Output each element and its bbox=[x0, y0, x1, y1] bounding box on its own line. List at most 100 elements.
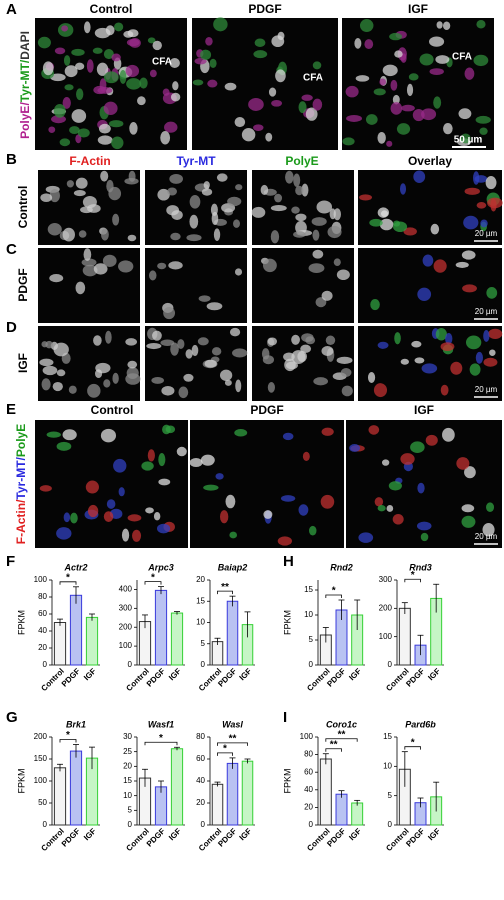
cell bbox=[450, 361, 463, 375]
cell bbox=[271, 35, 285, 48]
row-label: Control bbox=[16, 186, 30, 229]
cell bbox=[105, 330, 112, 344]
y-tick-label: 100 bbox=[379, 632, 393, 641]
cell bbox=[419, 53, 434, 66]
y-tick-label: 80 bbox=[38, 592, 47, 601]
cell bbox=[125, 373, 141, 385]
panel-letter: G bbox=[6, 709, 18, 726]
cell bbox=[100, 228, 109, 241]
y-tick-label: 400 bbox=[119, 585, 133, 594]
cell bbox=[197, 337, 209, 346]
y-tick-label: 60 bbox=[196, 754, 205, 763]
y-tick-label: 10 bbox=[304, 610, 313, 619]
x-tick-label: IGF bbox=[347, 826, 363, 842]
cell bbox=[149, 69, 157, 78]
y-tick-label: 20 bbox=[304, 803, 313, 812]
cell bbox=[456, 457, 470, 470]
cell bbox=[429, 68, 444, 75]
micrograph bbox=[342, 18, 494, 150]
cell bbox=[213, 228, 221, 242]
bar bbox=[226, 600, 239, 666]
cell bbox=[145, 507, 154, 514]
cell bbox=[141, 461, 154, 471]
cell bbox=[248, 97, 264, 111]
cell bbox=[370, 299, 380, 311]
x-tick-label: IGF bbox=[426, 666, 442, 682]
micrograph bbox=[145, 248, 247, 323]
significance-label: * bbox=[223, 744, 227, 755]
cell bbox=[291, 334, 300, 345]
cell bbox=[229, 327, 241, 337]
cell bbox=[42, 61, 54, 76]
cell bbox=[106, 499, 116, 509]
cell bbox=[62, 227, 75, 242]
cell bbox=[308, 263, 325, 273]
bar bbox=[351, 802, 364, 826]
bar bbox=[53, 622, 67, 666]
cell bbox=[41, 378, 51, 391]
bar bbox=[398, 607, 411, 666]
cell bbox=[200, 49, 212, 60]
cell bbox=[442, 427, 455, 442]
cell bbox=[211, 347, 222, 356]
cell bbox=[198, 295, 211, 302]
bar bbox=[170, 748, 184, 826]
y-tick-label: 0 bbox=[201, 660, 206, 669]
y-tick-label: 15 bbox=[123, 776, 132, 785]
cell bbox=[413, 170, 426, 183]
cell bbox=[301, 333, 314, 342]
y-axis-label: FPKM bbox=[16, 610, 26, 635]
cell bbox=[365, 114, 378, 125]
cell bbox=[103, 511, 114, 522]
cell bbox=[312, 98, 323, 111]
cell bbox=[56, 527, 72, 540]
panel-letter: A bbox=[6, 1, 17, 18]
significance-label: ** bbox=[338, 729, 346, 740]
row-label: PDGF bbox=[16, 268, 30, 301]
y-tick-label: 50 bbox=[38, 798, 47, 807]
cell bbox=[382, 64, 398, 77]
cell bbox=[53, 104, 66, 118]
cell bbox=[429, 36, 445, 47]
cell bbox=[42, 365, 58, 376]
cell bbox=[392, 221, 408, 232]
cell bbox=[86, 59, 94, 73]
cell bbox=[263, 510, 273, 519]
cell bbox=[111, 53, 121, 62]
cell bbox=[309, 525, 317, 536]
bar bbox=[241, 760, 254, 826]
panel-letter: I bbox=[283, 709, 287, 726]
cell bbox=[460, 133, 471, 144]
cell bbox=[380, 210, 389, 217]
cell bbox=[40, 193, 53, 203]
significance-bracket bbox=[59, 739, 77, 743]
cell bbox=[392, 513, 404, 525]
cell bbox=[205, 36, 213, 46]
x-tick-label: PDGF bbox=[404, 826, 426, 848]
side-label-part: F-Actin/ bbox=[14, 499, 28, 544]
cell bbox=[118, 487, 125, 497]
bar bbox=[69, 750, 83, 826]
cell bbox=[260, 184, 269, 196]
cell bbox=[469, 363, 481, 376]
cell bbox=[414, 357, 425, 364]
cell bbox=[106, 179, 114, 193]
cell bbox=[132, 529, 142, 542]
bar bbox=[226, 762, 239, 826]
cell bbox=[425, 434, 438, 446]
cell bbox=[73, 190, 86, 197]
cell bbox=[157, 188, 170, 201]
cell bbox=[445, 332, 453, 345]
y-tick-label: 0 bbox=[309, 820, 314, 829]
chart-title: Arpc3 bbox=[147, 562, 174, 572]
significance-label: * bbox=[66, 572, 70, 583]
cell bbox=[234, 116, 246, 128]
cell bbox=[341, 385, 353, 397]
cell bbox=[70, 512, 78, 524]
cell bbox=[293, 231, 306, 238]
x-tick-label: PDGF bbox=[325, 826, 347, 848]
cell bbox=[364, 39, 374, 50]
cell bbox=[267, 337, 278, 346]
y-tick-label: 20 bbox=[38, 643, 47, 652]
